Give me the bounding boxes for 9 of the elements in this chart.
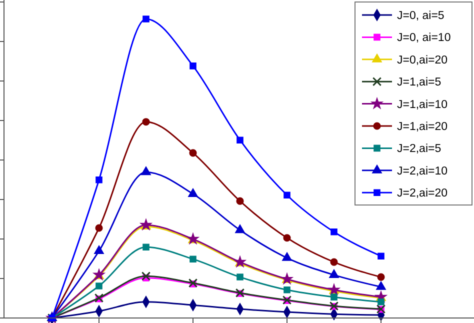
legend-label: J=2,ai=20 bbox=[397, 188, 448, 200]
legend-label: J=0, ai=10 bbox=[397, 32, 451, 44]
legend-label: J=1,ai=5 bbox=[397, 76, 442, 89]
legend-label: J=2,ai=10 bbox=[397, 165, 448, 178]
legend-label: J=1,ai=20 bbox=[397, 121, 448, 133]
legend-label: J=2,ai=5 bbox=[397, 143, 442, 156]
legend-label: J=1,ai=10 bbox=[397, 98, 448, 111]
legend-label: J=0, ai=5 bbox=[397, 10, 444, 22]
legend-label: J=0,ai=20 bbox=[397, 54, 448, 66]
